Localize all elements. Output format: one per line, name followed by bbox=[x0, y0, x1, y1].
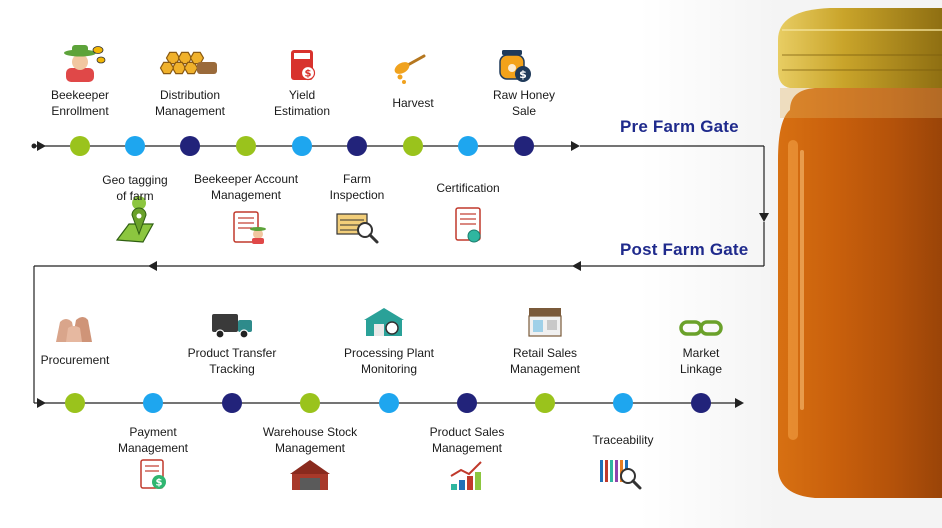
post-top-label-5: Market Linkage bbox=[679, 346, 723, 376]
post-farm-gate-label: Post Farm Gate bbox=[620, 240, 749, 259]
pre-node-5 bbox=[292, 136, 312, 156]
post-node-5 bbox=[379, 393, 399, 413]
post-top-label-4: Retail Sales Management bbox=[509, 346, 581, 376]
post-node-7 bbox=[535, 393, 555, 413]
post-node-8 bbox=[613, 393, 633, 413]
post-node-4 bbox=[300, 393, 320, 413]
flow-icons: $ $ $ bbox=[56, 45, 723, 490]
post-top-label-3: Processing Plant Monitoring bbox=[343, 346, 435, 376]
pre-gate-down-arrow bbox=[759, 213, 769, 222]
post-bottom-label-3: Product Sales Management bbox=[429, 425, 505, 455]
post-start-arrow bbox=[37, 398, 46, 408]
warehouse-icon bbox=[290, 460, 330, 490]
honey-jar-dollar-icon: $ bbox=[499, 50, 531, 82]
honey-dipper-icon bbox=[394, 54, 426, 84]
pre-end-arrow bbox=[571, 141, 580, 151]
post-bottom-label-4: Traceability bbox=[592, 433, 654, 447]
inspection-search-icon bbox=[336, 213, 379, 244]
flow-nodes bbox=[65, 136, 711, 413]
pre-node-8 bbox=[458, 136, 478, 156]
post-node-2 bbox=[143, 393, 163, 413]
account-document-icon bbox=[233, 211, 266, 244]
pre-node-3 bbox=[180, 136, 200, 156]
pre-start-arrow bbox=[37, 141, 46, 151]
post-node-1 bbox=[65, 393, 85, 413]
pre-top-label-2: Distribution Management bbox=[154, 88, 226, 118]
sales-chart-icon bbox=[450, 461, 482, 490]
pre-node-7 bbox=[403, 136, 423, 156]
pre-bottom-label-3: Farm Inspection bbox=[329, 172, 385, 202]
sacks-icon bbox=[56, 317, 92, 342]
pre-bottom-label-1: Geo tagging of farm bbox=[102, 173, 168, 203]
certificate-icon bbox=[455, 207, 481, 243]
pre-node-4 bbox=[236, 136, 256, 156]
pre-node-9 bbox=[514, 136, 534, 156]
calculator-dollar-icon: $ bbox=[291, 50, 316, 81]
pre-node-6 bbox=[347, 136, 367, 156]
post-node-9 bbox=[691, 393, 711, 413]
pre-top-label-4: Harvest bbox=[392, 96, 434, 110]
barcode-search-icon bbox=[600, 460, 642, 490]
post-bottom-label-1: Payment Management bbox=[117, 425, 189, 455]
store-icon bbox=[528, 308, 562, 337]
post-end-arrow bbox=[735, 398, 744, 408]
pre-bottom-label-2: Beekeeper Account Management bbox=[193, 172, 299, 202]
honey-jar-image bbox=[640, 0, 942, 528]
pre-bottom-label-4: Certification bbox=[436, 181, 500, 195]
map-pin-icon bbox=[115, 196, 155, 243]
pre-farm-gate-label: Pre Farm Gate bbox=[620, 117, 739, 136]
post-top-label-2: Product Transfer Tracking bbox=[187, 346, 277, 376]
plant-gear-icon bbox=[364, 308, 404, 336]
pre-top-label-1: Beekeeper Enrollment bbox=[50, 88, 110, 118]
svg-text:$: $ bbox=[519, 68, 527, 81]
post-node-3 bbox=[222, 393, 242, 413]
post-node-6 bbox=[457, 393, 477, 413]
svg-text:$: $ bbox=[305, 69, 312, 80]
pre-top-label-5: Raw Honey Sale bbox=[492, 88, 556, 118]
post-bottom-label-2: Warehouse Stock Management bbox=[262, 425, 358, 455]
honeycomb-icon bbox=[159, 51, 217, 75]
invoice-dollar-icon: $ bbox=[140, 459, 166, 489]
post-gate-arrow-2 bbox=[148, 261, 157, 271]
pre-node-2 bbox=[125, 136, 145, 156]
pre-top-label-3: Yield Estimation bbox=[273, 88, 331, 118]
svg-text:$: $ bbox=[156, 478, 163, 489]
pre-node-1 bbox=[70, 136, 90, 156]
chain-link-icon bbox=[679, 320, 723, 336]
beekeeper-icon bbox=[64, 45, 106, 82]
flow-start-dot bbox=[31, 143, 37, 149]
post-gate-arrow-1 bbox=[572, 261, 581, 271]
truck-icon bbox=[212, 314, 252, 339]
post-top-label-1: Procurement bbox=[40, 353, 110, 367]
